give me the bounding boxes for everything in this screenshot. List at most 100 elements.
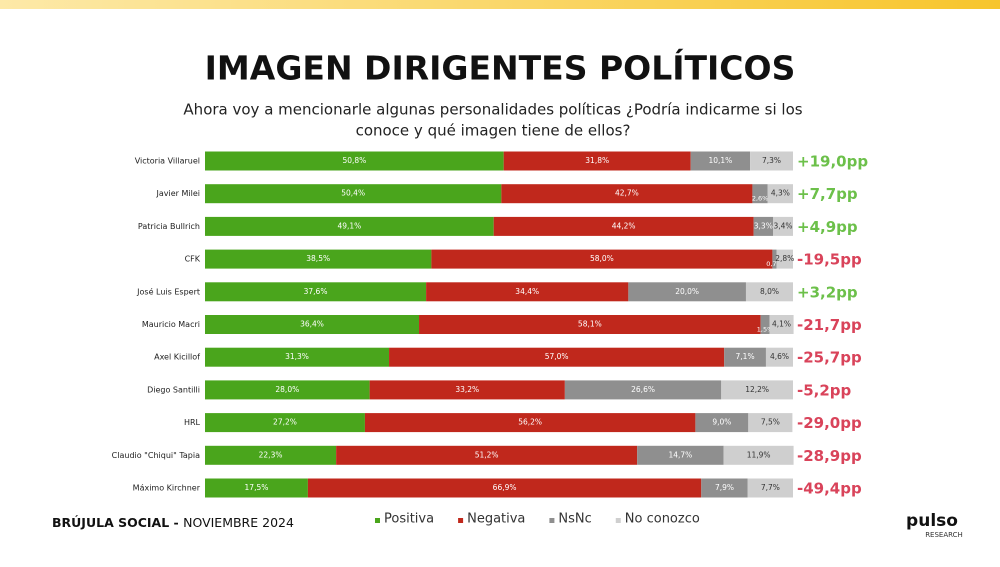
net-label: +7,7pp bbox=[797, 185, 858, 203]
value-label: 2,8% bbox=[775, 254, 794, 263]
value-label: 49,1% bbox=[337, 221, 361, 230]
bar-segment bbox=[776, 249, 793, 269]
bar-segment bbox=[723, 445, 794, 465]
value-label: 8,0% bbox=[760, 287, 779, 296]
category-label: Diego Santilli bbox=[147, 385, 200, 394]
bar-segment bbox=[564, 380, 722, 400]
value-label: 7,5% bbox=[761, 418, 780, 427]
value-label: 17,5% bbox=[245, 483, 269, 492]
legend-swatch bbox=[458, 518, 464, 523]
bar-segment bbox=[205, 315, 420, 334]
value-label: 50,8% bbox=[342, 156, 366, 165]
bar-segment bbox=[745, 282, 793, 302]
top-bar bbox=[0, 0, 1000, 9]
bar-segment bbox=[364, 413, 696, 433]
value-label: 31,3% bbox=[285, 352, 309, 361]
bar-segment bbox=[721, 380, 793, 400]
legend-label: NsNc bbox=[558, 512, 591, 527]
value-label: 3,4% bbox=[773, 221, 792, 230]
logo-sub: RESEARCH bbox=[925, 531, 963, 539]
net-label: -49,4pp bbox=[797, 480, 862, 498]
value-label: 34,4% bbox=[515, 287, 539, 296]
bar-segment bbox=[724, 347, 766, 367]
logo: pulso bbox=[906, 511, 958, 531]
value-label: 0,7% bbox=[766, 260, 783, 268]
value-label: 36,4% bbox=[300, 320, 324, 329]
category-label: Máximo Kirchner bbox=[133, 484, 201, 493]
source-bold: BRÚJULA SOCIAL - bbox=[52, 515, 179, 530]
value-label: 37,6% bbox=[304, 287, 328, 296]
legend-swatch bbox=[549, 518, 555, 523]
subtitle: conoce y qué imagen tiene de ellos? bbox=[356, 122, 631, 140]
category-label: Victoria Villaruel bbox=[135, 157, 200, 166]
value-label: 58,1% bbox=[578, 320, 602, 329]
net-label: +4,9pp bbox=[797, 218, 858, 236]
bar-segment bbox=[205, 445, 337, 465]
value-label: 14,7% bbox=[668, 450, 692, 459]
bar-segment bbox=[369, 380, 565, 400]
value-label: 51,2% bbox=[475, 450, 499, 459]
value-label: 4,3% bbox=[771, 189, 790, 198]
value-label: 38,5% bbox=[306, 254, 330, 263]
value-label: 2,6% bbox=[752, 195, 769, 203]
bar-segment bbox=[637, 445, 724, 465]
value-label: 33,2% bbox=[455, 385, 479, 394]
category-label: HRL bbox=[184, 418, 201, 427]
bar-segment bbox=[336, 445, 638, 465]
value-label: 20,0% bbox=[675, 287, 699, 296]
bar-segment bbox=[772, 249, 777, 269]
bar-segment bbox=[389, 347, 725, 367]
value-label: 22,3% bbox=[259, 450, 283, 459]
net-label: -28,9pp bbox=[797, 447, 862, 465]
value-label: 4,1% bbox=[772, 320, 791, 329]
bar-segment bbox=[205, 380, 370, 400]
category-label: Claudio "Chiqui" Tapia bbox=[112, 451, 200, 460]
value-label: 66,9% bbox=[493, 483, 517, 492]
net-label: -21,7pp bbox=[797, 316, 862, 334]
value-label: 26,6% bbox=[631, 385, 655, 394]
bar-segment bbox=[419, 315, 761, 334]
legend-swatch bbox=[375, 518, 380, 523]
bar-segment bbox=[760, 315, 770, 334]
bar-segment bbox=[765, 347, 793, 367]
bar-segment bbox=[503, 151, 691, 171]
value-label: 7,7% bbox=[761, 483, 780, 492]
legend-label: Positiva bbox=[384, 512, 434, 527]
category-label: Axel Kicillof bbox=[154, 353, 200, 362]
bar-segment bbox=[205, 184, 502, 204]
value-label: 7,3% bbox=[762, 156, 781, 165]
source: BRÚJULA SOCIAL - NOVIEMBRE 2024 bbox=[52, 515, 294, 530]
value-label: 10,1% bbox=[708, 156, 732, 165]
net-label: -25,7pp bbox=[797, 349, 862, 367]
bar-segment bbox=[431, 249, 773, 269]
bar-segment bbox=[767, 184, 793, 204]
category-label: Javier Milei bbox=[156, 189, 200, 198]
bar-segment bbox=[628, 282, 746, 302]
net-label: +19,0pp bbox=[797, 153, 868, 171]
title: IMAGEN DIRIGENTES POLÍTICOS bbox=[205, 48, 796, 88]
bar-segment bbox=[690, 151, 751, 171]
value-label: 9,0% bbox=[712, 418, 731, 427]
value-label: 1,5% bbox=[757, 326, 774, 334]
bar-segment bbox=[501, 184, 753, 204]
category-label: Patricia Bullrich bbox=[138, 222, 200, 231]
bar-segment bbox=[205, 249, 432, 269]
bar-segment bbox=[205, 216, 494, 236]
source-date: NOVIEMBRE 2024 bbox=[183, 515, 294, 530]
value-label: 12,2% bbox=[745, 385, 769, 394]
bar-segment bbox=[205, 347, 390, 367]
subtitle: Ahora voy a mencionarle algunas personal… bbox=[183, 101, 802, 119]
net-label: -19,5pp bbox=[797, 251, 862, 269]
value-label: 58,0% bbox=[590, 254, 614, 263]
value-label: 7,1% bbox=[736, 352, 755, 361]
chart: Victoria Villaruel 50,8% 31,8% 10,1% 7,3% +19… bbox=[112, 151, 868, 527]
value-label: 57,0% bbox=[545, 352, 569, 361]
value-label: 56,2% bbox=[518, 418, 542, 427]
value-label: 27,2% bbox=[273, 418, 297, 427]
bar-segment bbox=[753, 216, 774, 236]
legend-label: Negativa bbox=[467, 512, 525, 527]
bar-segment bbox=[307, 478, 702, 498]
net-label: +3,2pp bbox=[797, 283, 858, 301]
legend-swatch bbox=[615, 518, 621, 523]
